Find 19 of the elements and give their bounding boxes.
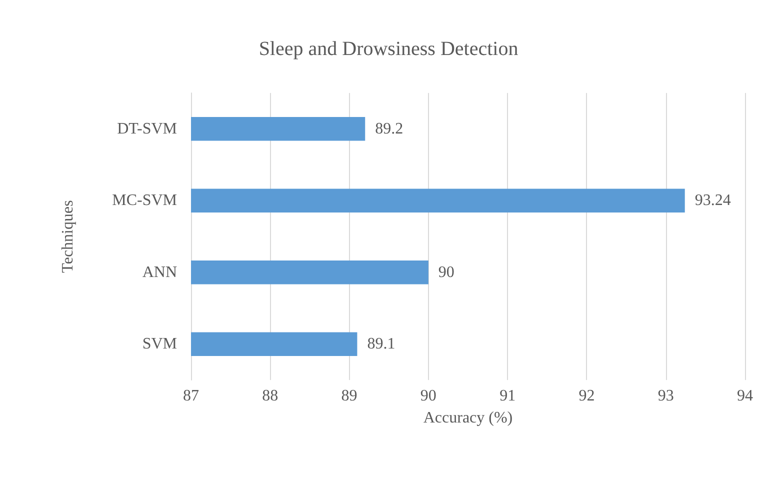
chart-title: Sleep and Drowsiness Detection xyxy=(258,38,518,60)
x-tick-label: 90 xyxy=(420,388,436,404)
y-axis-title: Techniques xyxy=(60,200,76,273)
y-tick-label: ANN xyxy=(142,264,178,281)
x-tick-label: 92 xyxy=(578,388,595,404)
x-tick-label: 93 xyxy=(658,388,674,404)
y-tick-label: MC-SVM xyxy=(112,192,177,210)
y-tick-label: DT-SVM xyxy=(117,120,177,138)
data-label: 89.1 xyxy=(367,336,396,353)
x-tick-label: 89 xyxy=(341,388,358,404)
x-axis-title: Accuracy (%) xyxy=(423,410,513,426)
x-tick-label: 91 xyxy=(500,388,516,404)
data-label: 90 xyxy=(438,264,454,281)
x-tick-label: 87 xyxy=(183,388,199,404)
x-tick-label: 88 xyxy=(262,388,278,404)
y-tick-label: SVM xyxy=(142,336,177,353)
data-label: 93.24 xyxy=(694,192,731,210)
data-label: 89.2 xyxy=(375,120,404,138)
x-tick-label: 94 xyxy=(737,388,753,404)
